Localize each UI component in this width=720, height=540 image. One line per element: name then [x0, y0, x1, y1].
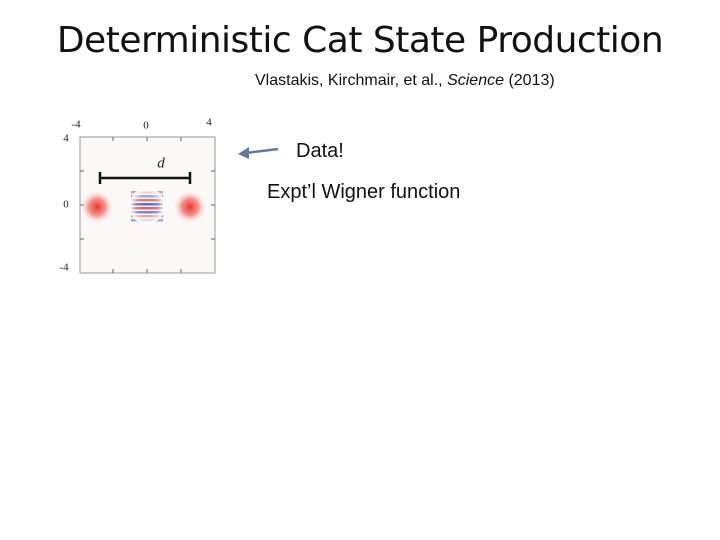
distance-bar [98, 172, 192, 184]
citation-journal: Science [447, 72, 504, 89]
coherent-state [80, 190, 114, 224]
x-tick-label: -4 [71, 119, 81, 131]
distance-label: d [157, 155, 165, 171]
ticks [80, 137, 215, 273]
citation-authors: Vlastakis, Kirchmair, et al., [255, 72, 443, 89]
x-tick-label: 4 [206, 117, 212, 129]
y-tick-label: 0 [63, 199, 69, 211]
citation-year: (2013) [508, 72, 555, 89]
annotation: Data! [296, 140, 344, 162]
coherent-state [173, 190, 207, 224]
interference-fringes [129, 188, 165, 224]
y-tick-label: 4 [63, 133, 69, 145]
y-tick-label: -4 [59, 262, 69, 274]
x-tick-label: 0 [143, 120, 149, 132]
citation: Vlastakis, Kirchmair, et al., Science (2… [255, 72, 555, 90]
annotation: Expt’l Wigner function [267, 181, 461, 203]
slide-title: Deterministic Cat State Production [56, 20, 664, 61]
pointer-arrow [238, 147, 279, 159]
